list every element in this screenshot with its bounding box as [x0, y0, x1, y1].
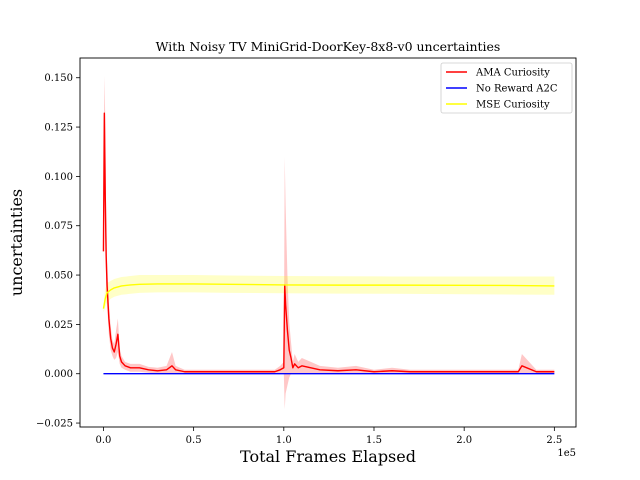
- y-tick-label: 0.075: [44, 221, 73, 232]
- legend-box: [440, 62, 573, 114]
- x-axis-ticks: 0.0 0.5 1.0 1.5 2.0 2.5: [95, 427, 562, 446]
- series-lines: [102, 112, 555, 375]
- y-tick-label: 0.150: [44, 73, 73, 84]
- x-axis-label: Total Frames Elapsed: [240, 447, 416, 466]
- y-tick-label: 0.125: [44, 123, 73, 134]
- legend: AMA Curiosity No Reward A2C MSE Curiosity: [440, 62, 573, 114]
- y-axis-label: uncertainties: [7, 189, 26, 296]
- plot-frame: [79, 57, 577, 428]
- y-tick-label: 0.025: [44, 320, 73, 331]
- x-tick-label: 2.0: [456, 435, 472, 446]
- x-tick-label: 0.5: [186, 435, 202, 446]
- ama-curiosity-band: [103, 75, 555, 410]
- y-tick-label: 0.100: [44, 172, 73, 183]
- y-axis-ticks: −0.025 0.000 0.025 0.050 0.075 0.100 0.125 0.15…: [36, 73, 80, 430]
- x-tick-label: 1.5: [366, 435, 382, 446]
- ama-curiosity-line: [102, 112, 555, 373]
- legend-label-ama-curiosity: AMA Curiosity: [475, 68, 550, 79]
- mse-curiosity-line: [102, 283, 555, 309]
- x-tick-label: 1.0: [276, 435, 292, 446]
- mse-curiosity-band: [103, 275, 555, 313]
- chart-title: With Noisy TV MiniGrid-DoorKey-8x8-v0 un…: [156, 39, 501, 54]
- y-tick-label: 0.000: [44, 369, 73, 380]
- x-tick-label: 0.0: [95, 435, 111, 446]
- x-tick-label: 2.5: [546, 435, 562, 446]
- x-scale-label: 1e5: [557, 448, 576, 459]
- legend-label-mse-curiosity: MSE Curiosity: [476, 100, 550, 111]
- confidence-bands: [103, 75, 555, 410]
- y-tick-label: −0.025: [36, 419, 73, 430]
- legend-label-no-reward-a2c: No Reward A2C: [476, 84, 558, 95]
- y-tick-label: 0.050: [44, 271, 73, 282]
